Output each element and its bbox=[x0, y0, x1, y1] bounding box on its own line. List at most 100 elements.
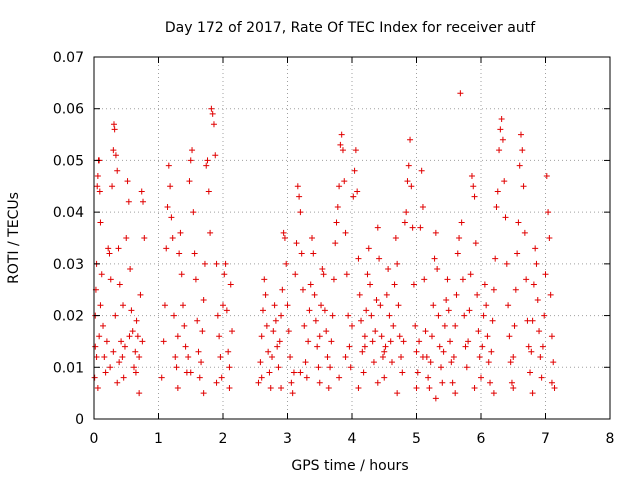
data-point-marker bbox=[355, 255, 362, 262]
data-point-marker bbox=[309, 235, 316, 241]
data-point-marker bbox=[426, 384, 433, 391]
data-point-marker bbox=[337, 141, 344, 148]
data-point-marker bbox=[459, 276, 466, 283]
data-point-marker bbox=[106, 250, 113, 257]
data-point-marker bbox=[96, 188, 103, 195]
data-point-marker bbox=[539, 343, 546, 350]
data-point-marker bbox=[386, 312, 393, 319]
data-point-marker bbox=[132, 348, 139, 355]
data-point-marker bbox=[475, 328, 482, 335]
data-point-marker bbox=[343, 271, 350, 278]
data-point-marker bbox=[209, 110, 216, 117]
data-point-marker bbox=[361, 343, 368, 350]
data-point-marker bbox=[516, 162, 523, 169]
data-point-marker bbox=[334, 203, 341, 210]
data-point-marker bbox=[192, 276, 199, 283]
data-point-marker bbox=[496, 147, 503, 154]
data-point-marker bbox=[355, 384, 362, 391]
data-point-marker bbox=[492, 255, 499, 262]
x-tick-label: 7 bbox=[541, 431, 550, 447]
data-point-marker bbox=[363, 307, 370, 314]
data-point-marker bbox=[217, 353, 224, 360]
data-point-marker bbox=[266, 369, 273, 376]
data-point-marker bbox=[368, 312, 375, 319]
data-point-marker bbox=[311, 291, 318, 298]
data-point-marker bbox=[483, 302, 490, 309]
data-point-marker bbox=[336, 374, 343, 381]
data-point-marker bbox=[487, 379, 494, 386]
data-point-marker bbox=[97, 219, 104, 226]
data-point-marker bbox=[351, 167, 358, 174]
data-point-marker bbox=[298, 250, 305, 257]
data-point-marker bbox=[458, 219, 465, 226]
x-tick-label: 4 bbox=[348, 431, 357, 447]
data-point-marker bbox=[114, 167, 121, 174]
data-point-marker bbox=[400, 338, 407, 345]
data-point-marker bbox=[438, 364, 445, 371]
data-point-marker bbox=[223, 307, 230, 314]
data-point-marker bbox=[508, 379, 515, 386]
x-axis-ticks: 0 1 2 3 4 5 6 7 8 bbox=[90, 57, 615, 447]
data-point-marker bbox=[358, 317, 365, 324]
data-point-marker bbox=[345, 312, 352, 319]
data-point-marker bbox=[342, 229, 349, 236]
data-point-marker bbox=[419, 353, 426, 360]
data-point-marker bbox=[299, 286, 306, 293]
data-point-marker bbox=[139, 338, 146, 345]
y-tick-label: 0.03 bbox=[53, 257, 84, 273]
data-point-marker bbox=[267, 384, 274, 391]
data-point-marker bbox=[208, 105, 215, 112]
data-point-marker bbox=[212, 152, 219, 159]
data-point-marker bbox=[339, 147, 346, 154]
data-point-marker bbox=[225, 348, 232, 355]
data-point-marker bbox=[182, 343, 189, 350]
data-point-marker bbox=[525, 343, 532, 350]
data-point-marker bbox=[140, 198, 147, 205]
data-point-marker bbox=[365, 245, 372, 252]
data-point-marker bbox=[161, 302, 168, 309]
data-point-marker bbox=[306, 307, 313, 314]
x-axis-label: GPS time / hours bbox=[291, 458, 408, 474]
data-point-marker bbox=[222, 260, 229, 267]
data-point-marker bbox=[417, 224, 424, 231]
data-point-marker bbox=[294, 183, 301, 190]
data-point-marker bbox=[452, 390, 459, 397]
data-point-marker bbox=[181, 322, 188, 329]
y-tick-label: 0.06 bbox=[53, 102, 84, 118]
data-point-marker bbox=[201, 260, 208, 267]
data-point-marker bbox=[205, 188, 212, 195]
data-point-marker bbox=[374, 224, 381, 231]
data-point-marker bbox=[281, 235, 288, 241]
data-point-marker bbox=[187, 369, 194, 376]
data-point-marker bbox=[409, 224, 416, 231]
data-point-marker bbox=[431, 255, 438, 262]
data-point-marker bbox=[450, 353, 457, 360]
data-point-marker bbox=[305, 338, 312, 345]
x-tick-label: 6 bbox=[477, 431, 486, 447]
data-point-marker bbox=[274, 343, 281, 350]
data-point-marker bbox=[440, 348, 447, 355]
data-point-marker bbox=[329, 312, 336, 319]
data-point-marker bbox=[414, 369, 421, 376]
data-point-marker bbox=[341, 178, 348, 185]
data-point-marker bbox=[394, 390, 401, 397]
data-point-marker bbox=[543, 172, 550, 179]
x-tick-label: 5 bbox=[412, 431, 421, 447]
y-tick-label: 0.04 bbox=[53, 205, 84, 221]
data-point-marker bbox=[301, 322, 308, 329]
data-point-marker bbox=[394, 260, 401, 267]
data-point-marker bbox=[93, 353, 100, 360]
data-point-marker bbox=[510, 353, 517, 360]
data-point-marker bbox=[190, 209, 197, 216]
data-point-marker bbox=[372, 328, 379, 335]
data-point-marker bbox=[385, 266, 392, 273]
data-point-marker bbox=[410, 281, 417, 288]
data-point-marker bbox=[374, 379, 381, 386]
data-point-marker bbox=[198, 359, 205, 366]
y-tick-label: 0.07 bbox=[53, 50, 84, 66]
data-point-marker bbox=[422, 328, 429, 335]
x-tick-label: 8 bbox=[606, 431, 615, 447]
data-point-marker bbox=[316, 379, 323, 386]
data-point-marker bbox=[275, 364, 282, 371]
data-point-marker bbox=[165, 162, 172, 169]
